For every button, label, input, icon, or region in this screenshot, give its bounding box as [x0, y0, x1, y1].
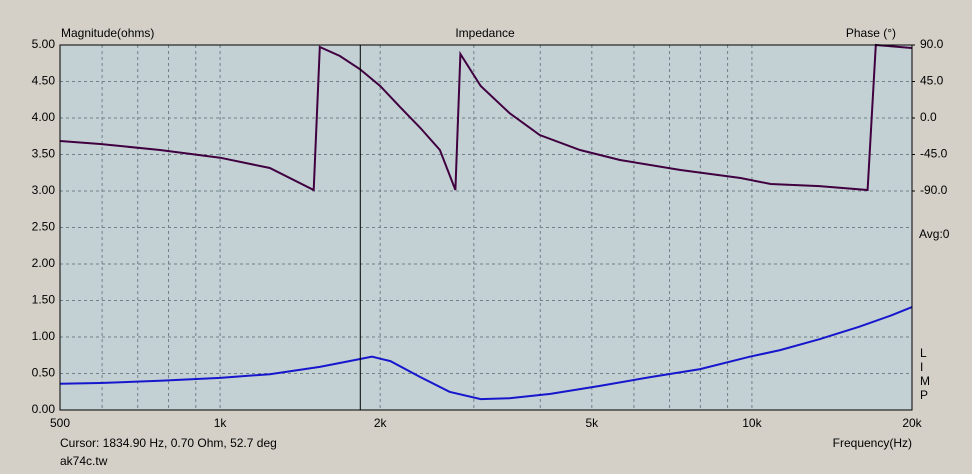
x-tick-label: 2k — [374, 416, 388, 430]
file-name: ak74c.tw — [60, 454, 108, 468]
y2-tick-label: 45.0 — [920, 74, 944, 88]
y-tick-label: 0.00 — [32, 402, 56, 416]
y-tick-label: 4.00 — [32, 110, 56, 124]
x-tick-label: 20k — [902, 416, 922, 430]
side-letter: L — [920, 346, 927, 360]
plot-border — [59, 44, 913, 411]
average-label: Avg:0 — [919, 227, 950, 241]
y2-tick-label: -45.0 — [920, 147, 948, 161]
x-tick-label: 500 — [50, 416, 70, 430]
y-tick-label: 2.00 — [32, 256, 56, 270]
y-tick-label: 1.50 — [32, 293, 56, 307]
y-tick-label: 5.00 — [32, 37, 56, 51]
series-line — [59, 43, 913, 192]
cursor-readout: Cursor: 1834.90 Hz, 0.70 Ohm, 52.7 deg — [60, 436, 277, 450]
y-tick-label: 3.50 — [32, 147, 56, 161]
side-letter: I — [920, 360, 923, 374]
y-tick-label: 2.50 — [32, 220, 56, 234]
x-tick-label: 1k — [214, 416, 228, 430]
y2-tick-label: 90.0 — [920, 37, 944, 51]
y2-tick-label: 0.0 — [920, 110, 937, 124]
y2-axis-label: Phase (°) — [846, 26, 896, 40]
x-tick-label: 5k — [585, 416, 599, 430]
y-tick-label: 4.50 — [32, 74, 56, 88]
y-tick-label: 1.00 — [32, 329, 56, 343]
y2-tick-label: -90.0 — [920, 183, 948, 197]
y-tick-label: 3.00 — [32, 183, 56, 197]
y-axis-label: Magnitude(ohms) — [61, 26, 154, 40]
x-axis-label: Frequency(Hz) — [833, 436, 912, 450]
side-letter: M — [920, 374, 930, 388]
x-tick-label: 10k — [742, 416, 762, 430]
side-letter: P — [920, 388, 928, 402]
chart-title: Impedance — [455, 26, 515, 40]
series-line — [59, 306, 913, 401]
y-tick-label: 0.50 — [32, 366, 56, 380]
